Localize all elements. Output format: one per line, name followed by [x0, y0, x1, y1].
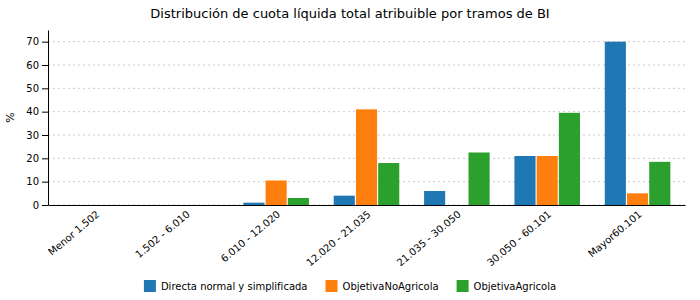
bar [446, 205, 467, 206]
series [266, 109, 649, 205]
tick-label: Menor 1.502 [46, 208, 101, 257]
bar [537, 156, 558, 205]
tick: 40 [26, 106, 48, 117]
title: Distribución de cuota líquida total atri… [150, 6, 549, 21]
axis-title: % [4, 112, 17, 122]
legend-label: Directa normal y simplificada [161, 281, 308, 292]
bar [356, 109, 377, 205]
tick: 50 [26, 83, 48, 94]
tick-label: 30.050 - 60.101 [485, 208, 553, 268]
tick-mark [42, 65, 48, 66]
tick-mark [42, 205, 48, 206]
grid-line [48, 41, 685, 42]
bar [243, 203, 264, 205]
tick-mark [42, 182, 48, 183]
tick-mark [42, 42, 48, 43]
tick: 6.010 - 12.020 [219, 205, 282, 264]
bar [559, 113, 580, 205]
tick-mark [42, 135, 48, 136]
tick-label: 0 [33, 200, 39, 211]
bar [649, 162, 670, 205]
tick: 30 [26, 130, 48, 141]
bar [605, 42, 626, 205]
legend-swatch [144, 280, 156, 292]
axis-line [48, 31, 49, 206]
bar [266, 181, 287, 206]
tick: 20 [26, 153, 48, 164]
tick-label: 10 [26, 176, 39, 187]
bar [627, 193, 648, 205]
bar [288, 198, 309, 205]
tick: 21.035 - 30.050 [395, 205, 463, 268]
bar [63, 205, 84, 206]
bar [469, 153, 490, 206]
chart: Distribución de cuota líquida total atri… [0, 0, 700, 300]
bars [243, 42, 670, 205]
bar [378, 163, 399, 205]
tick: 1.502 - 6.010 [133, 205, 192, 260]
tick: 12.020 - 21.035 [304, 205, 372, 268]
legend-swatch [457, 280, 469, 292]
x-axis: Menor 1.502 1.502 - 6.010 6.010 - 12.020 12… [46, 205, 685, 268]
tick-label: 6.010 - 12.020 [219, 208, 282, 264]
series [243, 42, 626, 205]
bar [175, 205, 196, 206]
tick-label: Mayor60.101 [586, 208, 644, 259]
tick-label: 50 [26, 83, 39, 94]
plot: 0 10 20 30 40 50 60 70 Menor 1.502 1.502 - 6.010 6… [26, 31, 685, 269]
tick-label: 70 [26, 36, 39, 47]
legend-item: Directa normal y simplificada [144, 280, 308, 292]
tick: Menor 1.502 [46, 205, 101, 257]
tick: 60 [26, 60, 48, 71]
bar [85, 205, 106, 206]
tick-label: 20 [26, 153, 39, 164]
legend-item: ObjetivaAgricola [457, 280, 557, 292]
grid [48, 42, 685, 205]
legend-label: ObjetivaNoAgricola [343, 281, 439, 292]
grid-line [48, 88, 685, 89]
bar [197, 205, 218, 206]
tick-mark [42, 158, 48, 159]
bar [334, 196, 355, 205]
y-axis: 0 10 20 30 40 50 60 70 [26, 31, 48, 211]
tick: 70 [26, 36, 48, 47]
axis-line [49, 205, 686, 206]
tick: Mayor60.101 [586, 205, 644, 259]
tick: 0 [33, 200, 48, 211]
legend-swatch [326, 280, 338, 292]
tick: 10 [26, 176, 48, 187]
grid-line [48, 65, 685, 66]
tick-label: 21.035 - 30.050 [395, 208, 463, 268]
tick-label: 30 [26, 130, 39, 141]
tick: 30.050 - 60.101 [485, 205, 553, 268]
tick-mark [42, 88, 48, 89]
legend-item: ObjetivaNoAgricola [326, 280, 439, 292]
bar [107, 205, 128, 206]
bar [153, 205, 174, 206]
legend-label: ObjetivaAgricola [474, 281, 557, 292]
series [288, 113, 671, 205]
bar [514, 156, 535, 205]
tick-label: 1.502 - 6.010 [133, 208, 192, 260]
legend: Directa normal y simplificada ObjetivaNoA… [144, 280, 556, 292]
tick-label: 12.020 - 21.035 [304, 208, 372, 268]
tick-label: 40 [26, 106, 39, 117]
tick-label: 60 [26, 60, 39, 71]
tick-mark [42, 112, 48, 113]
bar [424, 191, 445, 205]
